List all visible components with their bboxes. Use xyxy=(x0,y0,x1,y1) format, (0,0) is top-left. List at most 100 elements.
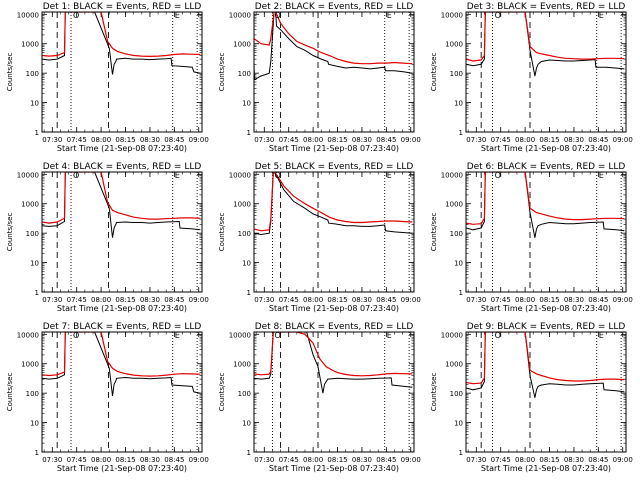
x-tick-label: 08:45 xyxy=(588,456,608,464)
x-tick-label: 08:30 xyxy=(352,296,372,304)
x-tick-label: 08:15 xyxy=(327,296,347,304)
plot-frame xyxy=(41,331,203,453)
x-tick-label: 08:45 xyxy=(164,456,184,464)
x-tick-label: 09:00 xyxy=(613,456,633,464)
chart-title: Det 2: BLACK = Events, RED = LLD xyxy=(255,2,414,12)
y-tick-label: 1000 xyxy=(233,41,251,49)
chart-title: Det 5: BLACK = Events, RED = LLD xyxy=(255,162,414,172)
y-tick-label: 100 xyxy=(26,390,39,398)
y-tick-label: 10 xyxy=(454,420,463,428)
lld-series-line xyxy=(42,172,201,224)
marker-label-e: E xyxy=(175,331,180,340)
events-series-line xyxy=(254,12,413,81)
x-tick-label: 08:00 xyxy=(515,456,535,464)
plot-frame xyxy=(253,11,415,133)
y-tick-label: 10 xyxy=(30,100,39,108)
x-tick-label: 07:45 xyxy=(491,456,511,464)
chart-title: Det 9: BLACK = Events, RED = LLD xyxy=(467,322,626,332)
x-axis-label: Start Time (21-Sep-08 07:23:40) xyxy=(57,144,187,153)
x-tick-label: 08:15 xyxy=(115,456,135,464)
marker-label-e: E xyxy=(599,171,604,180)
marker-label-o: O xyxy=(73,11,79,20)
y-axis-label: Counts/sec xyxy=(430,53,438,92)
x-tick-label: 08:45 xyxy=(376,456,396,464)
marker-label-e: E xyxy=(175,11,180,20)
y-axis-label: Counts/sec xyxy=(218,373,226,412)
x-tick-label: 07:30 xyxy=(42,136,62,144)
x-tick-label: 07:45 xyxy=(67,296,87,304)
x-tick-label: 08:00 xyxy=(91,456,111,464)
y-tick-label: 1 xyxy=(35,449,39,457)
y-tick-label: 10 xyxy=(30,420,39,428)
lld-series-line xyxy=(254,332,413,377)
chart-title: Det 7: BLACK = Events, RED = LLD xyxy=(43,322,202,332)
y-tick-label: 1000 xyxy=(445,361,463,369)
y-tick-label: 100 xyxy=(238,230,251,238)
plot-frame xyxy=(465,331,627,453)
x-tick-label: 09:00 xyxy=(189,456,209,464)
y-tick-label: 100 xyxy=(450,390,463,398)
detector-panel: Det 2: BLACK = Events, RED = LLD Counts/s… xyxy=(218,2,421,153)
events-series-line xyxy=(42,332,201,397)
x-tick-label: 07:30 xyxy=(254,296,274,304)
y-tick-label: 10000 xyxy=(17,331,39,339)
x-tick-label: 07:45 xyxy=(491,136,511,144)
y-tick-label: 1 xyxy=(247,289,251,297)
x-tick-label: 08:30 xyxy=(564,136,584,144)
y-tick-label: 1000 xyxy=(233,361,251,369)
chart-title: Det 6: BLACK = Events, RED = LLD xyxy=(467,162,626,172)
marker-label-e: E xyxy=(387,11,392,20)
x-tick-label: 08:00 xyxy=(303,296,323,304)
y-tick-label: 10000 xyxy=(441,171,463,179)
x-tick-label: 08:15 xyxy=(327,136,347,144)
x-tick-label: 08:30 xyxy=(352,136,372,144)
x-tick-label: 09:00 xyxy=(613,296,633,304)
x-tick-label: 08:45 xyxy=(588,136,608,144)
x-axis-label: Start Time (21-Sep-08 07:23:40) xyxy=(57,464,187,473)
y-tick-label: 100 xyxy=(26,70,39,78)
detector-panel: Det 6: BLACK = Events, RED = LLD Counts/s… xyxy=(430,162,633,313)
marker-label-e: E xyxy=(387,331,392,340)
y-tick-label: 1 xyxy=(35,289,39,297)
y-tick-label: 1000 xyxy=(445,41,463,49)
detector-panel: Det 5: BLACK = Events, RED = LLD Counts/s… xyxy=(218,162,421,313)
y-tick-label: 10 xyxy=(454,260,463,268)
plot-frame xyxy=(41,171,203,293)
x-tick-label: 09:00 xyxy=(613,136,633,144)
y-tick-label: 10 xyxy=(30,260,39,268)
x-tick-label: 08:15 xyxy=(539,456,559,464)
y-tick-label: 100 xyxy=(450,230,463,238)
y-tick-label: 10 xyxy=(454,100,463,108)
x-tick-label: 08:00 xyxy=(91,296,111,304)
x-tick-label: 08:15 xyxy=(115,296,135,304)
x-axis-label: Start Time (21-Sep-08 07:23:40) xyxy=(481,144,611,153)
marker-label-e: E xyxy=(599,331,604,340)
x-tick-label: 07:30 xyxy=(466,456,486,464)
events-series-line xyxy=(466,172,625,238)
marker-label-o: O xyxy=(495,171,501,180)
x-tick-label: 07:30 xyxy=(254,136,274,144)
events-series-line xyxy=(42,172,201,238)
y-tick-label: 10000 xyxy=(441,331,463,339)
detector-panel: Det 7: BLACK = Events, RED = LLD Counts/s… xyxy=(6,322,209,473)
events-series-line xyxy=(254,172,413,236)
y-tick-label: 100 xyxy=(238,70,251,78)
x-tick-label: 07:45 xyxy=(279,136,299,144)
y-tick-label: 10000 xyxy=(229,171,251,179)
x-tick-label: 08:15 xyxy=(539,136,559,144)
detector-panel: Det 8: BLACK = Events, RED = LLD Counts/s… xyxy=(218,322,421,473)
x-tick-label: 07:30 xyxy=(466,136,486,144)
y-tick-label: 10000 xyxy=(17,11,39,19)
x-tick-label: 08:00 xyxy=(303,136,323,144)
x-tick-label: 08:15 xyxy=(115,136,135,144)
marker-label-o: O xyxy=(274,171,280,180)
y-tick-label: 10000 xyxy=(229,11,251,19)
x-axis-label: Start Time (21-Sep-08 07:23:40) xyxy=(57,304,187,313)
x-tick-label: 08:45 xyxy=(164,296,184,304)
events-series-line xyxy=(466,332,625,398)
x-tick-label: 07:30 xyxy=(254,456,274,464)
y-axis-label: Counts/sec xyxy=(430,373,438,412)
events-series-line xyxy=(42,12,201,75)
x-tick-label: 08:15 xyxy=(539,296,559,304)
y-axis-label: Counts/sec xyxy=(6,373,14,412)
